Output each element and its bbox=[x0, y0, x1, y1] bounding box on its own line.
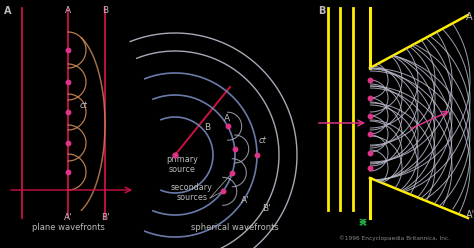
Text: ©1996 Encyclopaedia Britannica, Inc.: ©1996 Encyclopaedia Britannica, Inc. bbox=[339, 235, 450, 241]
Text: secondary
sources: secondary sources bbox=[171, 183, 213, 202]
Text: ct: ct bbox=[259, 136, 267, 145]
Text: $\lambda$: $\lambda$ bbox=[360, 217, 366, 228]
Text: A': A' bbox=[241, 196, 250, 205]
Text: ct: ct bbox=[80, 101, 88, 110]
Text: A: A bbox=[4, 6, 11, 16]
Text: B: B bbox=[102, 6, 108, 15]
Text: B': B' bbox=[262, 204, 271, 213]
Text: A': A' bbox=[64, 213, 73, 222]
Text: A': A' bbox=[466, 210, 474, 220]
Text: A: A bbox=[466, 12, 473, 22]
Text: B: B bbox=[204, 123, 210, 132]
Text: B: B bbox=[318, 6, 325, 16]
Text: A: A bbox=[224, 114, 230, 123]
Text: primary
source: primary source bbox=[166, 155, 198, 174]
Text: A: A bbox=[65, 6, 71, 15]
Text: plane wavefronts: plane wavefronts bbox=[32, 223, 104, 232]
Text: spherical wavefronts: spherical wavefronts bbox=[191, 223, 279, 232]
Text: B': B' bbox=[100, 213, 109, 222]
